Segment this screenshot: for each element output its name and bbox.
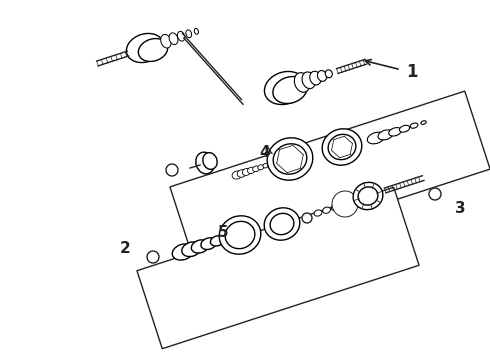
Ellipse shape bbox=[310, 71, 321, 85]
Ellipse shape bbox=[194, 28, 198, 34]
Ellipse shape bbox=[389, 127, 401, 136]
Ellipse shape bbox=[322, 129, 362, 165]
Ellipse shape bbox=[196, 152, 214, 174]
Circle shape bbox=[337, 196, 353, 212]
Ellipse shape bbox=[225, 221, 255, 249]
Ellipse shape bbox=[126, 33, 164, 63]
Ellipse shape bbox=[220, 234, 232, 243]
Text: 1: 1 bbox=[406, 63, 417, 81]
Text: 5: 5 bbox=[218, 225, 229, 239]
Ellipse shape bbox=[358, 187, 378, 205]
Ellipse shape bbox=[421, 121, 426, 124]
Circle shape bbox=[429, 188, 441, 200]
Ellipse shape bbox=[273, 77, 307, 103]
Ellipse shape bbox=[318, 71, 327, 81]
Text: 2: 2 bbox=[119, 240, 130, 256]
Ellipse shape bbox=[210, 236, 224, 246]
Ellipse shape bbox=[378, 130, 393, 140]
Ellipse shape bbox=[161, 34, 171, 48]
Ellipse shape bbox=[265, 71, 306, 104]
Circle shape bbox=[332, 191, 358, 217]
Ellipse shape bbox=[172, 244, 194, 260]
Ellipse shape bbox=[314, 210, 322, 216]
Ellipse shape bbox=[243, 168, 251, 175]
Polygon shape bbox=[137, 187, 419, 349]
Ellipse shape bbox=[182, 242, 201, 257]
Ellipse shape bbox=[353, 183, 383, 210]
Ellipse shape bbox=[201, 238, 217, 249]
Ellipse shape bbox=[258, 165, 264, 170]
Ellipse shape bbox=[328, 134, 356, 159]
Circle shape bbox=[166, 164, 178, 176]
Ellipse shape bbox=[253, 166, 259, 172]
Ellipse shape bbox=[325, 70, 332, 78]
Ellipse shape bbox=[232, 171, 242, 179]
Ellipse shape bbox=[270, 213, 294, 235]
Ellipse shape bbox=[219, 216, 261, 254]
Ellipse shape bbox=[203, 153, 217, 169]
Ellipse shape bbox=[263, 163, 268, 168]
Ellipse shape bbox=[368, 132, 385, 144]
Text: 3: 3 bbox=[455, 201, 466, 216]
Ellipse shape bbox=[399, 125, 410, 132]
Ellipse shape bbox=[138, 39, 168, 62]
Text: 4: 4 bbox=[259, 144, 270, 159]
Ellipse shape bbox=[331, 204, 339, 211]
Ellipse shape bbox=[186, 30, 192, 38]
Ellipse shape bbox=[267, 138, 313, 180]
Ellipse shape bbox=[410, 123, 418, 128]
Polygon shape bbox=[170, 91, 490, 265]
Ellipse shape bbox=[177, 31, 185, 41]
Ellipse shape bbox=[294, 73, 310, 92]
Ellipse shape bbox=[191, 240, 209, 253]
Ellipse shape bbox=[237, 170, 246, 177]
Ellipse shape bbox=[322, 207, 330, 213]
Ellipse shape bbox=[169, 33, 178, 45]
Circle shape bbox=[147, 251, 159, 263]
Ellipse shape bbox=[302, 72, 316, 89]
Ellipse shape bbox=[264, 208, 300, 240]
Circle shape bbox=[302, 213, 312, 223]
Ellipse shape bbox=[247, 167, 255, 174]
Ellipse shape bbox=[273, 144, 307, 174]
